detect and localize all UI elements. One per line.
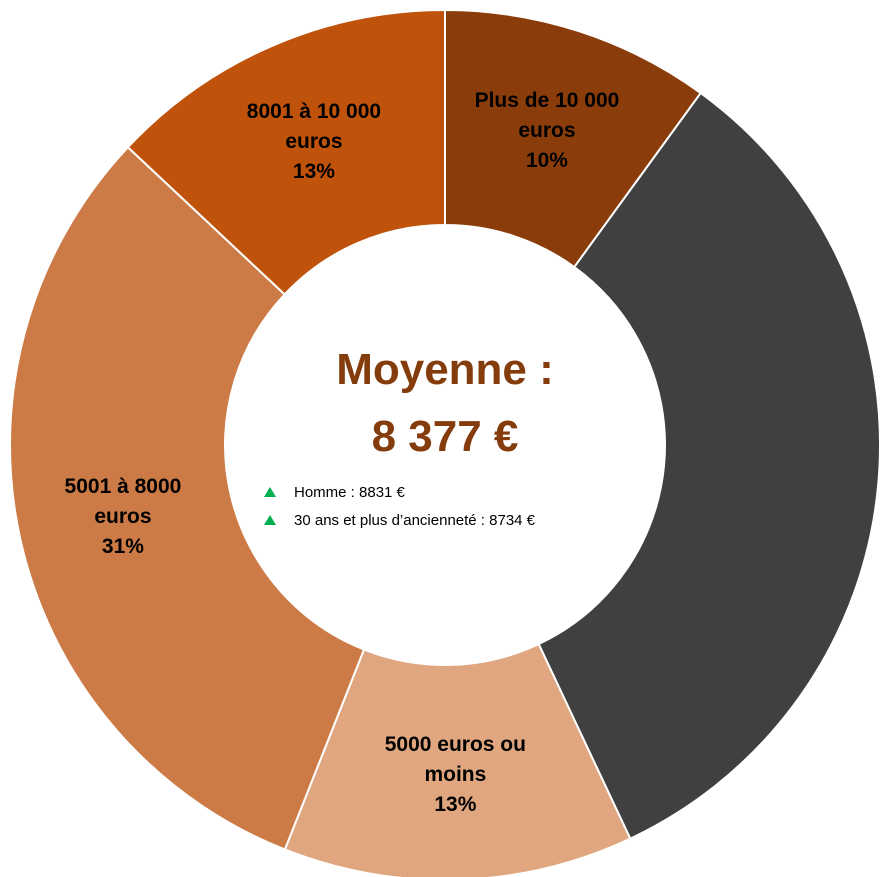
up-marker [264,487,276,497]
slice-label: 8001 à 10 000 euros 13% [226,97,401,187]
category: 5001 à 8000 euros [64,474,182,528]
slice [283,642,632,877]
slice-label: Plus de 10 000 euros 10% [459,86,634,176]
percent: 10% [525,149,568,173]
center-value: 8 377 € [371,412,519,461]
slice [126,8,446,296]
slice-label: 5001 à 8000 euros 31% [35,472,210,562]
slice [537,91,881,840]
percent: 13% [434,792,477,816]
note: 30 ans et plus d’ancienneté : 8734 € [294,512,536,529]
percent: 31% [101,534,144,558]
note-row: 30 ans et plus d’ancienneté : 8734 € [264,512,535,529]
up-marker [264,515,276,525]
category: 5000 euros ou moins [384,732,526,786]
category: Plus de 10 000 euros [474,89,620,143]
category: 8001 à 10 000 euros [246,100,382,154]
percent: 13% [292,160,335,184]
note-row: Homme : 8831 € [264,484,405,501]
note: Homme : 8831 € [294,484,405,501]
slice [9,145,366,851]
slice-label: 5000 euros ou moins 13% [368,730,543,820]
center-title: Moyenne : [336,345,554,394]
